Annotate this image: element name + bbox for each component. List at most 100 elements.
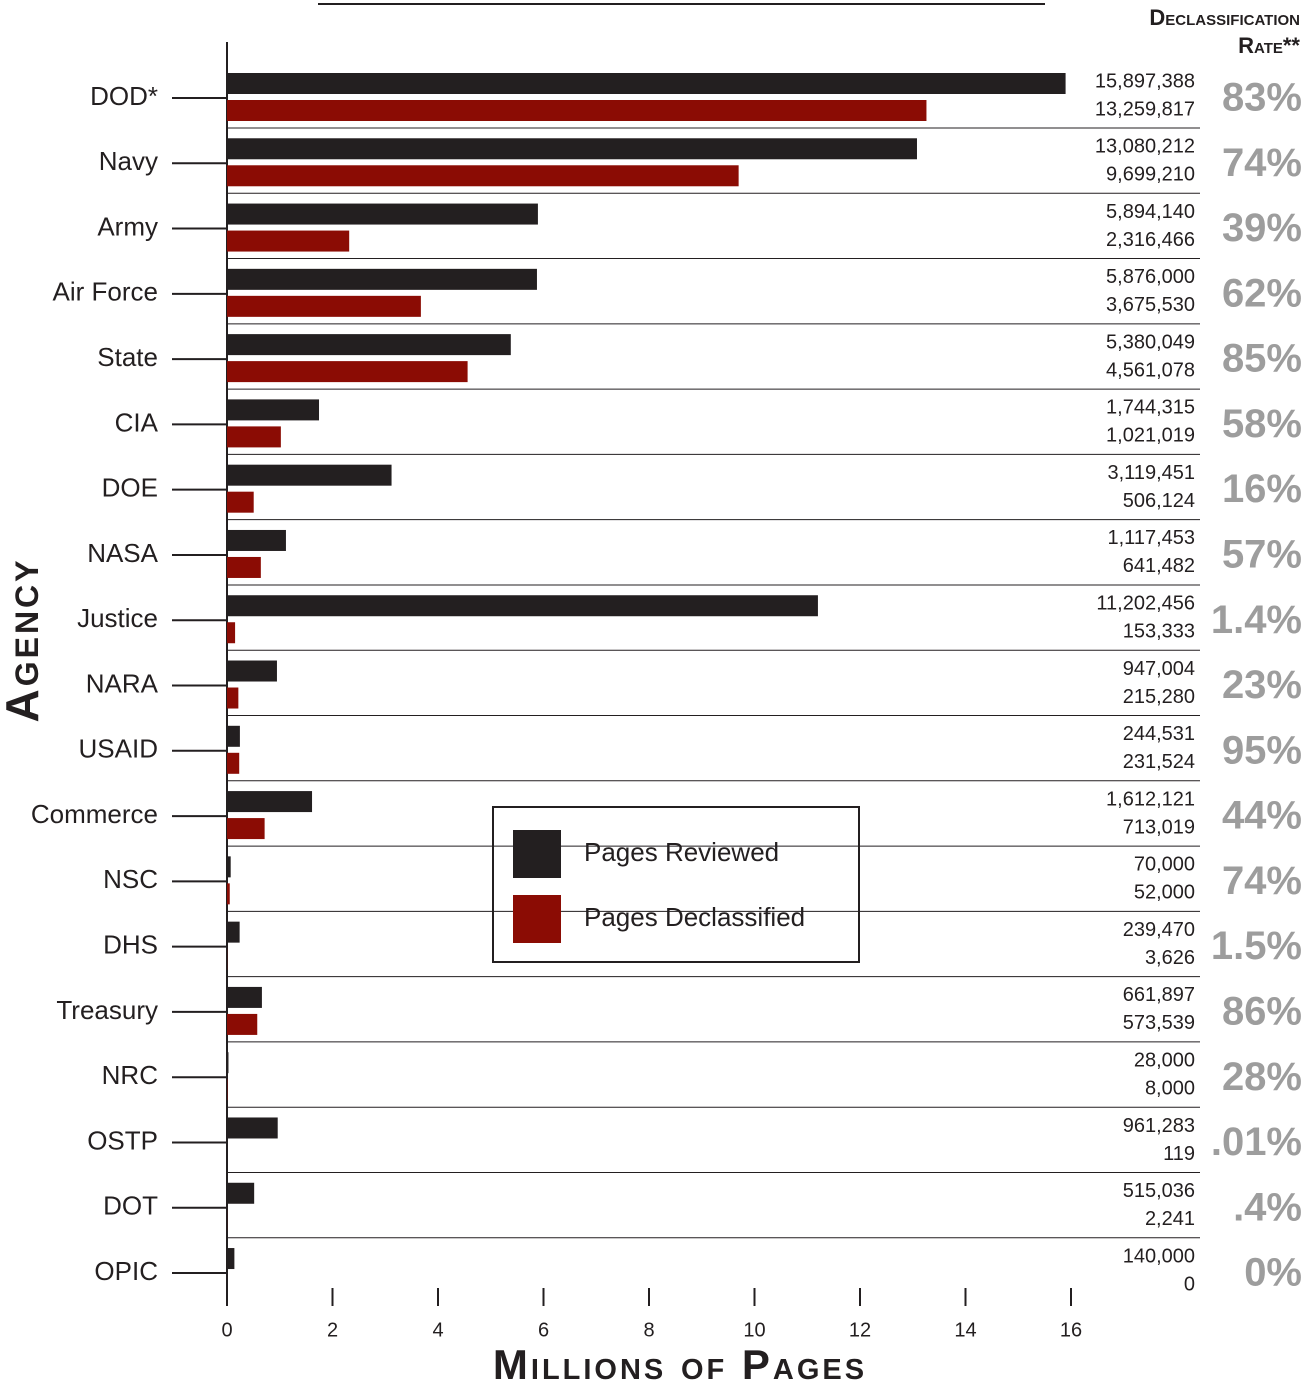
x-tick-label: 16 bbox=[1060, 1319, 1082, 1341]
bar bbox=[227, 688, 238, 709]
value-label: 3,675,530 bbox=[1106, 294, 1195, 316]
category-label: Air Force bbox=[53, 277, 158, 307]
y-axis-title: Agency bbox=[0, 557, 48, 722]
bar bbox=[227, 726, 240, 747]
bar bbox=[227, 269, 537, 290]
category-label: DOT bbox=[103, 1191, 158, 1221]
value-label: 961,283 bbox=[1123, 1115, 1195, 1137]
bar bbox=[227, 595, 818, 616]
value-label: 2,241 bbox=[1145, 1208, 1195, 1230]
value-label: 13,259,817 bbox=[1095, 98, 1195, 120]
value-label: 140,000 bbox=[1123, 1245, 1195, 1267]
bar bbox=[227, 492, 254, 513]
bar bbox=[227, 922, 240, 943]
bar bbox=[227, 753, 239, 774]
rate-header: Rate** bbox=[1238, 33, 1300, 58]
bar bbox=[227, 1014, 257, 1035]
x-tick-label: 14 bbox=[954, 1319, 976, 1341]
rate-label: 23% bbox=[1222, 663, 1302, 707]
value-label: 13,080,212 bbox=[1095, 136, 1195, 158]
value-label: 573,539 bbox=[1123, 1012, 1195, 1034]
bar bbox=[227, 530, 286, 551]
value-label: 5,894,140 bbox=[1106, 201, 1195, 223]
category-label: NSC bbox=[103, 864, 158, 894]
rate-label: 0% bbox=[1244, 1251, 1302, 1295]
bar bbox=[227, 399, 319, 420]
value-label: 515,036 bbox=[1123, 1180, 1195, 1202]
rate-label: 83% bbox=[1222, 76, 1302, 120]
rate-label: 85% bbox=[1222, 337, 1302, 381]
bar bbox=[227, 100, 926, 121]
rate-label: 74% bbox=[1222, 859, 1302, 903]
bar bbox=[227, 204, 538, 225]
value-label: 4,561,078 bbox=[1106, 359, 1195, 381]
value-label: 506,124 bbox=[1123, 490, 1195, 512]
category-label: DOE bbox=[102, 473, 158, 503]
rate-header: Declassification bbox=[1149, 5, 1300, 30]
x-tick-label: 4 bbox=[432, 1319, 443, 1341]
value-label: 215,280 bbox=[1123, 686, 1195, 708]
value-label: 70,000 bbox=[1134, 854, 1195, 876]
value-label: 239,470 bbox=[1123, 919, 1195, 941]
x-tick-label: 0 bbox=[221, 1319, 232, 1341]
rate-label: 28% bbox=[1222, 1055, 1302, 1099]
bar bbox=[227, 334, 511, 355]
rate-label: 74% bbox=[1222, 141, 1302, 185]
value-label: 0 bbox=[1184, 1273, 1195, 1295]
category-label: CIA bbox=[115, 407, 159, 437]
bar bbox=[227, 138, 917, 159]
bar bbox=[227, 426, 281, 447]
x-tick-label: 8 bbox=[643, 1319, 654, 1341]
category-label: OSTP bbox=[87, 1125, 158, 1155]
bar bbox=[227, 231, 349, 252]
category-label: Army bbox=[97, 211, 158, 241]
category-label: Justice bbox=[77, 603, 158, 633]
rate-label: 95% bbox=[1222, 728, 1302, 772]
rate-label: .01% bbox=[1211, 1120, 1302, 1164]
legend-swatch bbox=[513, 895, 561, 943]
value-label: 11,202,456 bbox=[1096, 593, 1195, 615]
category-label: NASA bbox=[87, 538, 158, 568]
bar bbox=[227, 165, 739, 186]
bar bbox=[227, 883, 230, 904]
x-tick-label: 6 bbox=[538, 1319, 549, 1341]
legend-label: Pages Reviewed bbox=[584, 837, 779, 867]
bar bbox=[227, 622, 235, 643]
legend-label: Pages Declassified bbox=[584, 902, 805, 932]
value-label: 15,897,388 bbox=[1095, 70, 1195, 92]
bar bbox=[227, 661, 277, 682]
rate-label: 57% bbox=[1222, 533, 1302, 577]
value-label: 1,744,315 bbox=[1106, 397, 1195, 419]
value-label: 947,004 bbox=[1123, 658, 1195, 680]
value-label: 52,000 bbox=[1134, 882, 1195, 904]
x-tick-label: 12 bbox=[849, 1319, 871, 1341]
value-label: 713,019 bbox=[1123, 816, 1195, 838]
category-label: OPIC bbox=[94, 1256, 158, 1286]
category-label: USAID bbox=[79, 734, 158, 764]
category-label: DHS bbox=[103, 930, 158, 960]
value-label: 1,612,121 bbox=[1106, 788, 1195, 810]
bar bbox=[227, 987, 262, 1008]
x-tick-label: 2 bbox=[327, 1319, 338, 1341]
bar bbox=[227, 1183, 254, 1204]
bar bbox=[227, 1248, 234, 1269]
value-label: 3,119,451 bbox=[1108, 462, 1196, 484]
rate-label: 16% bbox=[1222, 467, 1302, 511]
category-label: Treasury bbox=[56, 995, 158, 1025]
rate-label: 62% bbox=[1222, 271, 1302, 315]
value-label: 5,876,000 bbox=[1106, 266, 1195, 288]
rate-label: .4% bbox=[1233, 1185, 1302, 1229]
x-tick-label: 10 bbox=[743, 1319, 765, 1341]
bar bbox=[227, 1117, 278, 1138]
bar bbox=[227, 296, 421, 317]
x-axis-title: Millions of Pages bbox=[493, 1341, 867, 1387]
value-label: 28,000 bbox=[1134, 1049, 1195, 1071]
value-label: 661,897 bbox=[1123, 984, 1195, 1006]
rate-label: 58% bbox=[1222, 402, 1302, 446]
rate-label: 86% bbox=[1222, 989, 1302, 1033]
value-label: 244,531 bbox=[1123, 723, 1195, 745]
value-label: 3,626 bbox=[1145, 947, 1195, 969]
legend-swatch bbox=[513, 830, 561, 878]
